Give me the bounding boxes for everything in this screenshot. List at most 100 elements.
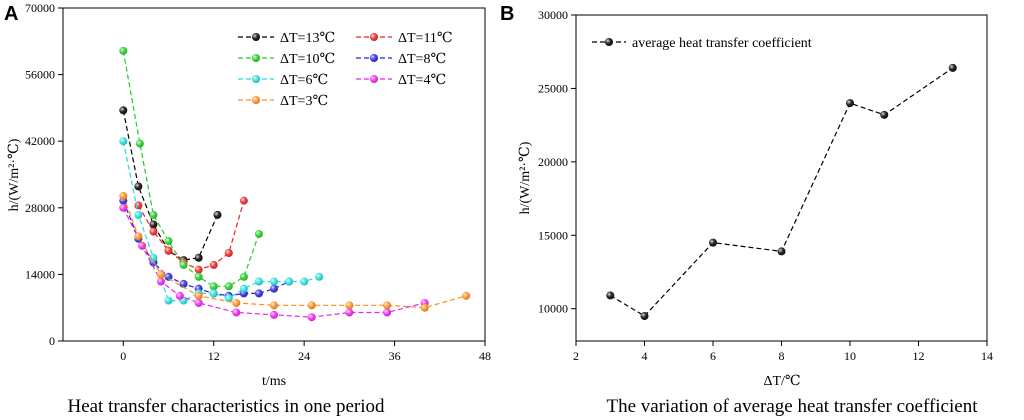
chart-a-data-point-shade (149, 220, 158, 229)
chart-b-x-tick-label: 10 (844, 349, 856, 363)
chart-b-y-tick-label: 15000 (538, 228, 568, 242)
chart-a-legend-label-t-4: ΔT=4℃ (398, 73, 446, 88)
chart-b-x-tick-label: 12 (913, 349, 925, 363)
chart-a-series-line-t-3 (122, 195, 467, 309)
chart-a-y-tick-label: 0 (49, 334, 55, 348)
chart-a-y-tick-label: 28000 (25, 201, 55, 215)
chart-a-legend-label-t-6: ΔT=6℃ (280, 73, 328, 88)
chart-a-data-point-shade (270, 310, 278, 319)
chart-a-data-point-shade (270, 301, 278, 310)
chart-b-data-point-shade (846, 99, 854, 108)
panel-b-letter: B (500, 3, 514, 25)
chart-a-data-point-shade (119, 106, 128, 115)
chart-a-data-point-shade (164, 237, 173, 246)
chart-a-data-point-shade (224, 248, 233, 257)
chart-a-legend-marker-shade (370, 54, 378, 62)
chart-b-y-tick-label: 30000 (538, 8, 568, 22)
chart-a-data-point-shade (134, 182, 143, 191)
chart-a-data-point-shade (119, 137, 128, 146)
chart-a-legend-label-t-11: ΔT=11℃ (398, 31, 453, 46)
chart-a-data-point-shade (194, 265, 203, 274)
chart-a-data-point-shade (164, 272, 173, 281)
chart-a-y-tick-label: 56000 (25, 68, 55, 82)
chart-b-data-point-shade (606, 291, 615, 300)
panel-a-letter: A (4, 3, 18, 25)
chart-a-legend-marker-shade (252, 96, 260, 104)
chart-b-ticks: 2 4 6 8 10 12 14 10000 15000 20000 25000 30000 (538, 8, 993, 363)
chart-a-data-point-shade (270, 277, 278, 286)
chart-a-data-point-shade (209, 289, 218, 298)
chart-b-series-line-average-heat-transfer-coefficient (609, 67, 954, 317)
chart-b-data-point-shade (777, 247, 786, 256)
chart-a-legend-marker-shade (252, 54, 260, 62)
chart-b-y-tick-label: 10000 (538, 302, 568, 316)
chart-a-ticks: 0 12 24 36 48 0 14000 28000 42000 56000 70000 (25, 1, 491, 363)
chart-b-x-axis-label: ΔT/℃ (763, 374, 800, 389)
chart-a-legend-label-t-10: ΔT=10℃ (280, 52, 335, 67)
chart-b-data-point-shade (709, 238, 717, 247)
chart-a-data-point-shade (270, 284, 278, 293)
chart-a-data-point-shade (213, 210, 222, 219)
chart-a-data-point-shade (149, 253, 158, 262)
chart-a-data-point-shade (420, 303, 429, 312)
chart-a-data-point-shade (156, 277, 165, 286)
chart-a: A 0 12 24 36 48 0 14000 28000 42000 56000 70000 ΔT… (4, 1, 491, 417)
chart-a-data-point-shade (135, 139, 144, 148)
chart-a-data-point-shade (119, 191, 128, 200)
chart-a-data-point-shade (307, 313, 316, 322)
chart-a-series-line-t-10 (122, 50, 260, 287)
chart-a-data-point-shade (345, 301, 354, 310)
chart-a-data-point-shade (232, 308, 241, 317)
chart-a-data-point-shade (138, 241, 147, 250)
chart-a-legend-marker-shade (252, 75, 260, 83)
chart-a-data-point-shade (164, 246, 173, 255)
chart-a-data-point-shade (209, 282, 218, 291)
chart-a-data-point-shade (134, 201, 143, 210)
chart-a-y-tick-label: 42000 (25, 134, 55, 148)
chart-a-data-point-shade (285, 277, 294, 286)
chart-a-data-point-shade (254, 289, 263, 298)
chart-a-data-point-shade (239, 284, 248, 293)
chart-a-data-point-shade (307, 301, 316, 310)
chart-a-x-tick-label: 12 (208, 349, 220, 363)
chart-a-data-point-shade (345, 308, 354, 317)
chart-a-x-tick-label: 0 (120, 349, 126, 363)
chart-a-data-point-shade (175, 291, 184, 300)
chart-a-data-point-shade (224, 282, 233, 291)
chart-b-series (606, 63, 957, 321)
chart-a-data-point-shade (194, 298, 203, 307)
chart-a-y-tick-label: 70000 (25, 1, 55, 15)
chart-b-data-point-shade (880, 110, 889, 119)
chart-a-x-tick-label: 48 (479, 349, 491, 363)
chart-a-x-tick-label: 36 (389, 349, 401, 363)
chart-a-x-tick-label: 24 (298, 349, 310, 363)
chart-a-series-line-t-4 (122, 207, 425, 318)
chart-a-data-point-shade (254, 277, 263, 286)
chart-a-data-point-shade (300, 277, 309, 286)
chart-a-data-point-shade (119, 46, 128, 55)
chart-a-legend-label-t-8: ΔT=8℃ (398, 52, 446, 67)
chart-a-data-point-shade (383, 301, 392, 310)
chart-b-legend-label-average-heat-transfer-coefficient: average heat transfer coefficient (632, 36, 812, 51)
chart-a-data-point-shade (254, 229, 263, 238)
chart-a-data-point-shade (194, 291, 203, 300)
chart-a-data-point-shade (239, 272, 248, 281)
chart-a-data-point-shade (179, 279, 188, 288)
chart-b-x-tick-label: 2 (573, 349, 579, 363)
chart-b-data-point-shade (948, 63, 957, 72)
chart-a-data-point-shade (224, 294, 233, 303)
chart-b-x-tick-label: 8 (779, 349, 785, 363)
chart-b-x-tick-label: 4 (642, 349, 648, 363)
chart-a-data-point-shade (383, 308, 392, 317)
chart-a-data-point-shade (164, 296, 173, 305)
chart-b-plot-frame (575, 14, 988, 342)
chart-a-data-point-shade (315, 272, 324, 281)
chart-a-legend-marker-shade (252, 33, 260, 41)
chart-a-x-axis-label: t/ms (262, 374, 286, 389)
chart-a-legend-label-t-13: ΔT=13℃ (280, 31, 335, 46)
chart-b-y-tick-label: 25000 (538, 81, 568, 95)
chart-b-y-axis-label: h/(W/m²·℃) (518, 141, 533, 214)
chart-b: B 2 4 6 8 10 12 14 10000 15000 20000 25000 30000 av… (500, 3, 993, 417)
chart-b-legend: average heat transfer coefficient (592, 36, 812, 51)
